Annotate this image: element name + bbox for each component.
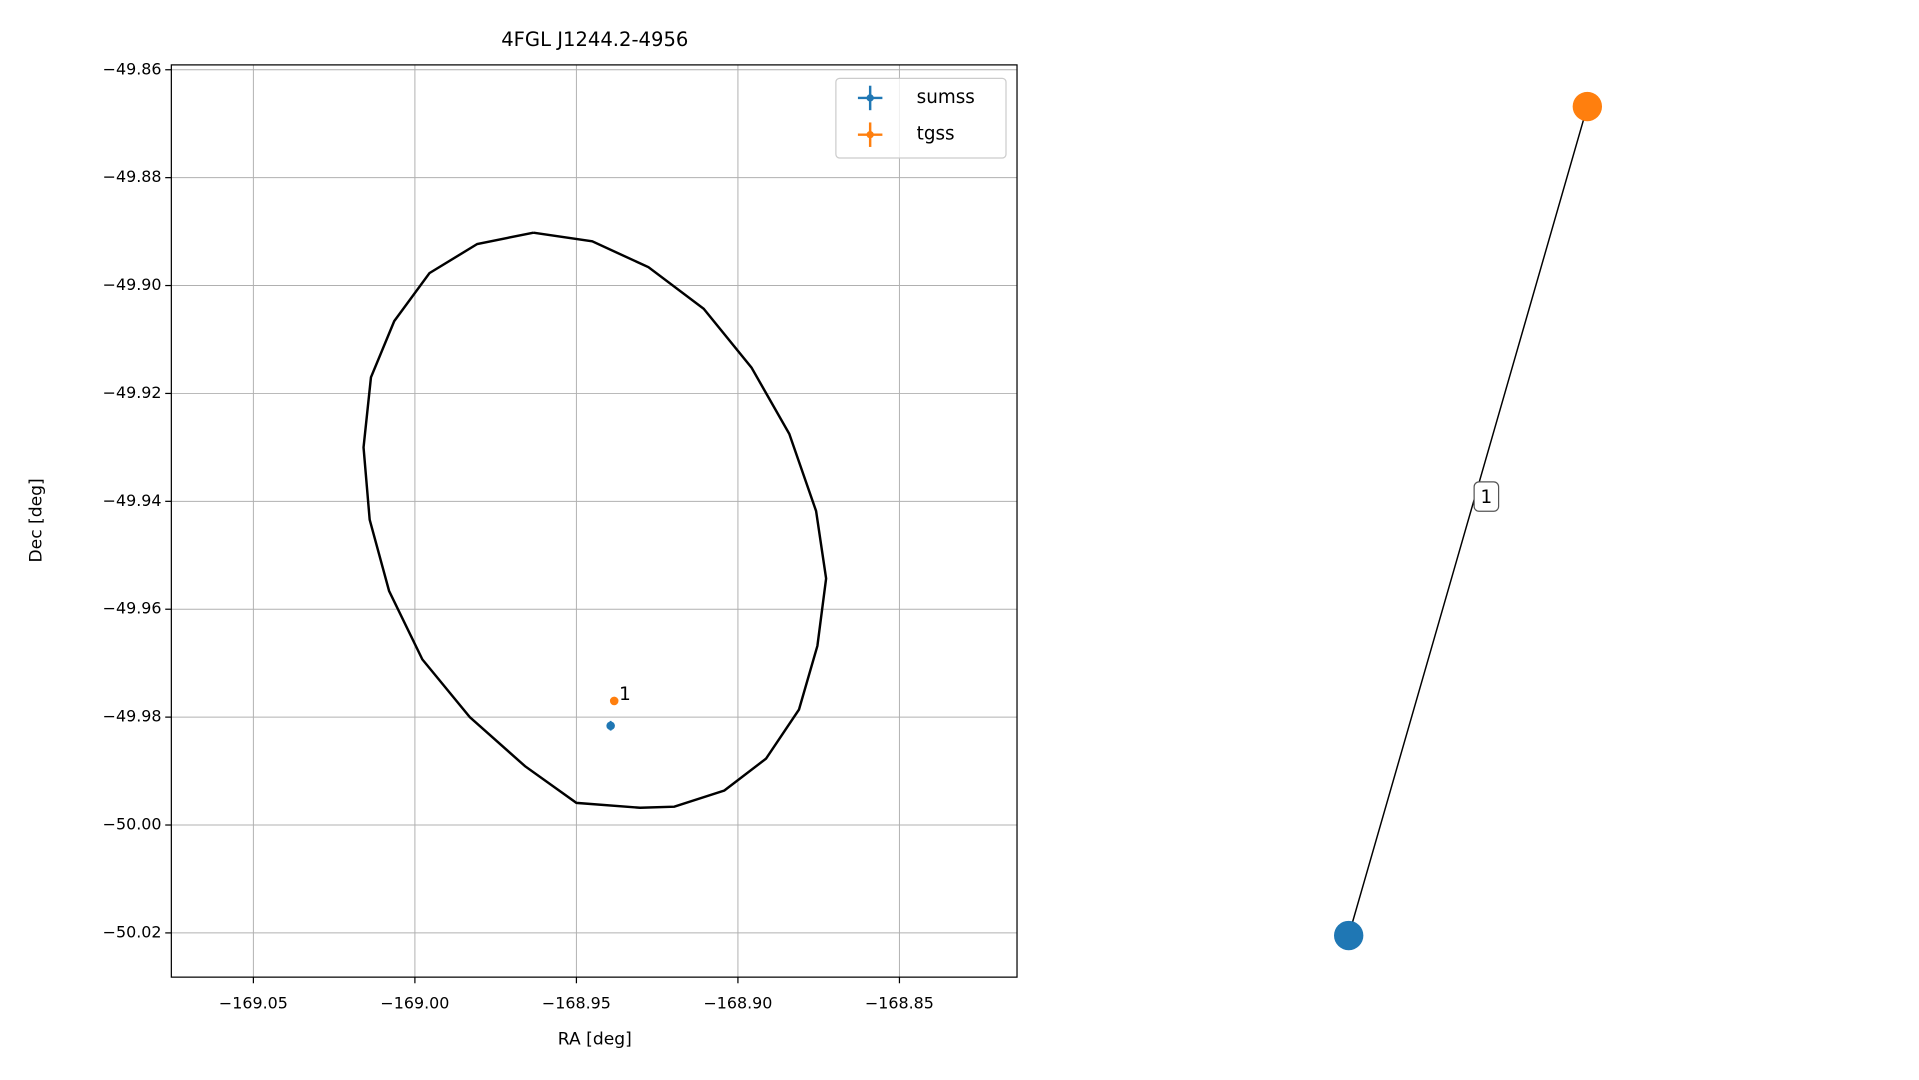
edge-label: 1 xyxy=(1481,487,1493,508)
legend-marker xyxy=(866,94,874,102)
y-tick-label: −49.92 xyxy=(103,383,162,402)
x-tick-label: −169.00 xyxy=(380,994,449,1013)
error-ellipse xyxy=(362,231,828,809)
graph-node xyxy=(1333,920,1364,951)
y-tick-label: −49.90 xyxy=(103,275,162,294)
graph-edge xyxy=(1347,106,1589,936)
point-label: 1 xyxy=(619,684,631,705)
y-tick-label: −49.96 xyxy=(103,599,162,618)
y-tick-label: −49.98 xyxy=(103,707,162,726)
graph-node xyxy=(1572,91,1603,122)
legend-label: tgss xyxy=(917,124,955,145)
y-tick-label: −49.94 xyxy=(103,491,162,510)
x-tick-label: −169.05 xyxy=(219,994,288,1013)
y-tick-label: −49.86 xyxy=(103,59,162,78)
y-axis-label: Dec [deg] xyxy=(27,478,47,562)
y-tick-label: −49.88 xyxy=(103,167,162,186)
plot-frame xyxy=(170,64,1018,978)
legend-marker xyxy=(866,131,874,139)
x-tick-label: −168.85 xyxy=(865,994,934,1013)
x-tick-label: −168.90 xyxy=(703,994,772,1013)
data-point xyxy=(609,696,619,706)
data-point xyxy=(606,721,615,731)
chart-title: 4FGL J1244.2-4956 xyxy=(501,28,688,51)
edge-label-box xyxy=(1473,481,1500,512)
x-axis-label: RA [deg] xyxy=(558,1030,632,1050)
x-tick-label: −168.95 xyxy=(542,994,611,1013)
y-tick-label: −50.00 xyxy=(103,815,162,834)
legend-label: sumss xyxy=(917,87,975,108)
y-tick-label: −50.02 xyxy=(103,922,162,941)
